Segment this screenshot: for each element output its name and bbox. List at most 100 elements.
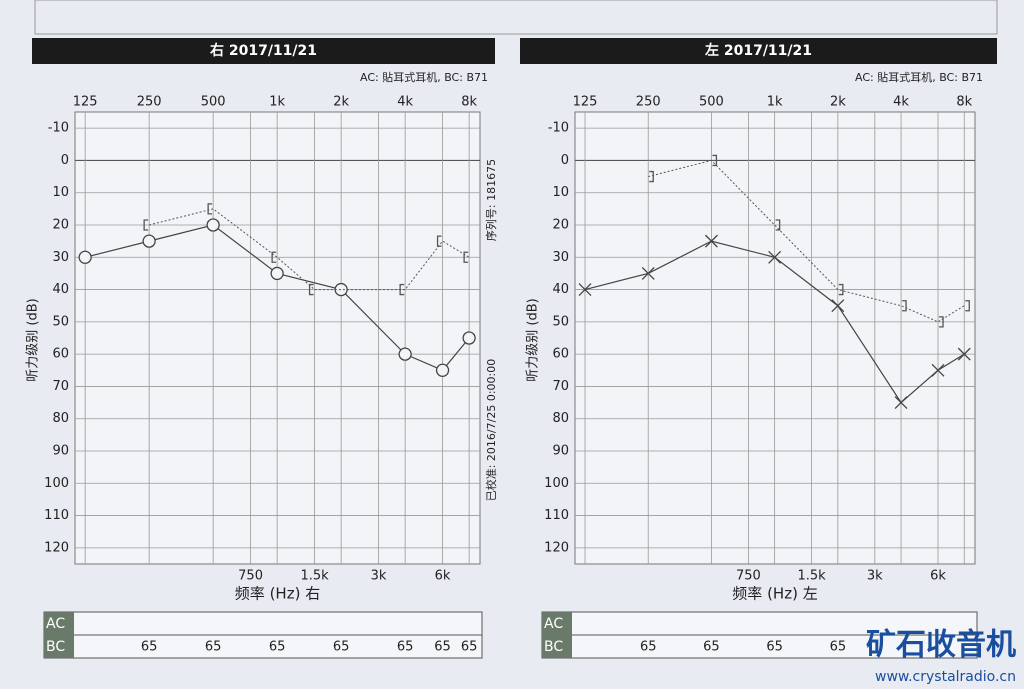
marker — [578, 283, 592, 297]
marker — [704, 234, 718, 248]
row-label: AC — [544, 616, 563, 632]
marker — [78, 250, 92, 264]
y-tick-label: 0 — [61, 153, 69, 168]
x-tick-label: 3k — [867, 569, 883, 584]
x-tick-label: 500 — [699, 95, 724, 110]
marker — [641, 266, 655, 280]
y-tick-label: -10 — [548, 121, 569, 136]
marker — [271, 251, 277, 263]
x-tick-label: 3k — [371, 569, 387, 584]
marker — [142, 234, 156, 248]
marker — [931, 363, 945, 377]
marker — [768, 250, 782, 264]
marker — [775, 219, 781, 231]
x-tick-label: 1.5k — [300, 569, 329, 584]
y-tick-label: 50 — [552, 314, 569, 329]
marker — [270, 266, 284, 281]
x-tick-label: 250 — [636, 95, 661, 110]
y-tick-label: 70 — [52, 379, 69, 394]
marker — [206, 218, 220, 232]
marker — [712, 154, 718, 167]
y-tick-label: 100 — [544, 476, 569, 491]
bc-value: 65 — [830, 640, 847, 655]
marker — [838, 283, 844, 296]
y-tick-label: 120 — [44, 540, 69, 555]
marker — [649, 170, 654, 183]
subtitle: AC: 貼耳式耳机, BC: B71 — [855, 70, 983, 84]
marker — [462, 331, 476, 345]
y-tick-label: 40 — [52, 282, 69, 297]
y-tick-label: 120 — [544, 540, 569, 555]
side-note: 已校准: 2016/7/25 0:00:00 — [484, 359, 498, 502]
bc-value: 65 — [766, 640, 783, 655]
marker — [831, 299, 845, 313]
bc-value: 65 — [434, 640, 451, 655]
header-bar — [32, 38, 495, 64]
x-tick-label: 125 — [73, 95, 98, 110]
x-tick-label: 4k — [397, 95, 413, 110]
marker — [308, 283, 314, 296]
y-tick-label: 60 — [52, 347, 69, 362]
chart-title: 右 2017/11/21 — [209, 42, 317, 59]
marker — [894, 396, 908, 410]
y-tick-label: 80 — [552, 411, 569, 426]
x-tick-label: 500 — [201, 95, 226, 110]
bc-value: 65 — [269, 640, 286, 655]
bc-value: 65 — [205, 640, 222, 655]
x-axis-label: 频率 (Hz) 右 — [235, 585, 320, 603]
watermark-title: 矿石收音机 — [866, 628, 1016, 663]
bc-value: 65 — [461, 640, 478, 655]
side-note: 序列号: 181675 — [484, 159, 498, 241]
y-tick-label: 110 — [544, 508, 569, 523]
marker — [207, 203, 213, 215]
x-tick-label: 8k — [956, 95, 972, 110]
row-head — [44, 612, 74, 658]
x-axis-label: 频率 (Hz) 左 — [732, 585, 817, 603]
header-bar — [520, 38, 997, 64]
y-tick-label: 100 — [44, 476, 69, 491]
marker — [435, 363, 450, 377]
x-tick-label: 1k — [269, 95, 285, 110]
y-tick-label: 80 — [52, 411, 69, 426]
series-line — [648, 159, 965, 323]
y-axis-label: 听力级别 (dB) — [526, 298, 541, 381]
x-tick-label: 2k — [830, 95, 846, 110]
x-tick-label: 6k — [435, 569, 451, 584]
y-tick-label: 10 — [552, 185, 569, 200]
y-tick-label: 90 — [52, 444, 69, 459]
marker — [399, 283, 405, 296]
marker — [957, 347, 971, 361]
x-tick-label: 2k — [333, 95, 349, 110]
x-tick-label: 125 — [573, 95, 598, 110]
subtitle: AC: 貼耳式耳机, BC: B71 — [360, 70, 488, 84]
x-tick-label: 6k — [930, 569, 946, 584]
y-tick-label: 90 — [552, 444, 569, 459]
x-tick-label: 8k — [461, 95, 477, 110]
bc-value: 65 — [703, 640, 720, 655]
x-tick-label: 1.5k — [798, 569, 827, 584]
y-tick-label: 20 — [552, 218, 569, 233]
y-tick-label: 30 — [552, 250, 569, 265]
y-tick-label: 10 — [52, 185, 69, 200]
chart-title: 左 2017/11/21 — [704, 42, 812, 59]
marker — [463, 251, 469, 263]
y-tick-label: -10 — [48, 121, 69, 136]
x-tick-label: 750 — [736, 569, 761, 584]
bc-value: 65 — [640, 640, 657, 655]
bc-value: 65 — [141, 640, 158, 655]
row-label: BC — [46, 639, 65, 655]
x-tick-label: 1k — [767, 95, 783, 110]
marker — [939, 316, 944, 328]
marker — [398, 347, 412, 361]
y-tick-label: 70 — [552, 379, 569, 394]
y-tick-label: 0 — [561, 153, 569, 168]
y-tick-label: 20 — [52, 218, 69, 233]
y-axis-label: 听力级别 (dB) — [26, 298, 41, 381]
marker — [143, 219, 149, 231]
x-tick-label: 250 — [137, 95, 162, 110]
x-tick-label: 750 — [238, 569, 263, 584]
bc-value: 65 — [333, 640, 350, 655]
y-tick-label: 110 — [44, 508, 69, 523]
